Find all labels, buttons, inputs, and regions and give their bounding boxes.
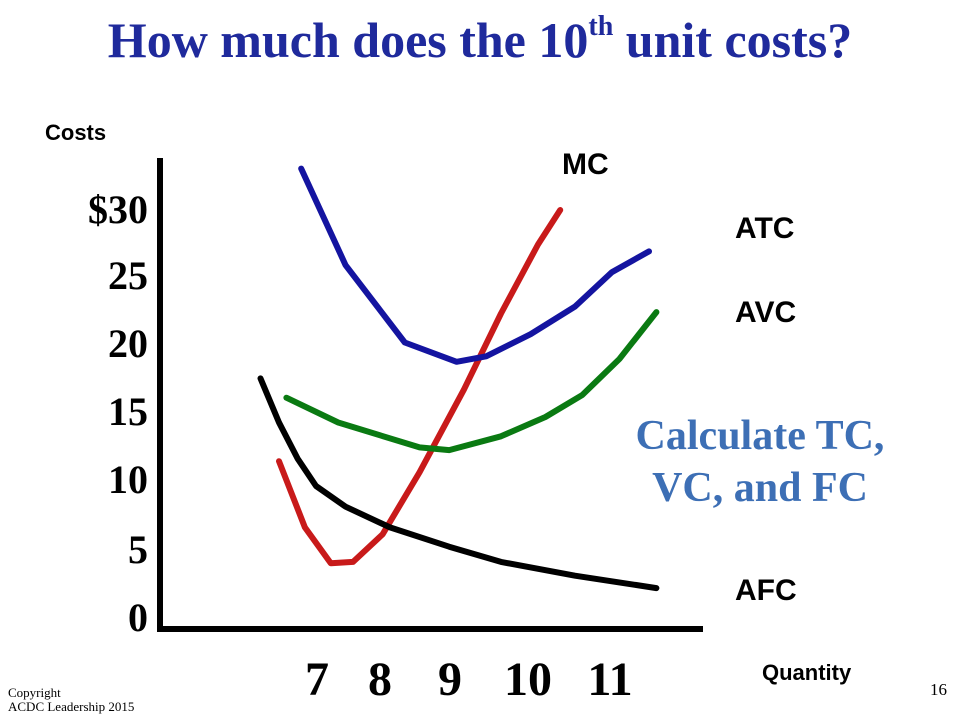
mc-curve: [276, 207, 564, 567]
copyright-footer: Copyright ACDC Leadership 2015: [8, 686, 134, 714]
y-tick-label: $30: [88, 187, 148, 232]
y-tick-label: 20: [108, 321, 148, 366]
avc-label: AVC: [735, 296, 797, 329]
x-tick-label: 11: [587, 653, 633, 706]
avc-curve: [283, 309, 660, 454]
atc-curve: [298, 165, 652, 365]
y-tick-label: 15: [108, 389, 148, 434]
y-tick-label: 10: [108, 457, 148, 502]
x-tick-label: 9: [438, 653, 462, 706]
afc-label: AFC: [735, 574, 797, 607]
y-tick-label: 0: [128, 595, 148, 640]
atc-label: ATC: [735, 212, 795, 245]
callout-text: Calculate TC, VC, and FC: [635, 413, 885, 511]
mc-label: MC: [562, 148, 609, 181]
copyright-line: Copyright: [8, 685, 61, 700]
y-tick-label: 5: [128, 527, 148, 572]
x-tick-label: 10: [504, 653, 552, 706]
copyright-owner-line: ACDC Leadership 2015: [8, 699, 135, 714]
title-main: How much does the 10: [107, 12, 589, 68]
y-tick-label: 25: [108, 253, 148, 298]
x-axis-label: Quantity: [762, 660, 852, 685]
page-title: How much does the 10th unit costs?: [80, 10, 880, 70]
title-tail: unit costs?: [613, 12, 853, 68]
y-axis-label: Costs: [45, 120, 107, 145]
x-tick-label: 8: [368, 653, 392, 706]
page-number: 16: [930, 680, 947, 699]
x-tick-label: 7: [305, 653, 329, 706]
cost-curves: [257, 165, 660, 592]
afc-curve: [257, 375, 660, 592]
title-superscript: th: [588, 11, 614, 42]
